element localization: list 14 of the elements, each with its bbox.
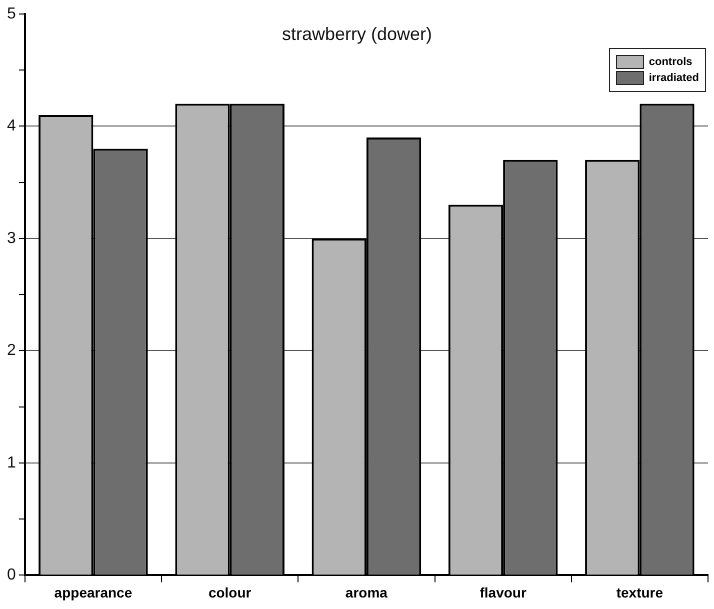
x-tick-label: aroma <box>345 584 388 600</box>
y-tick-label: 3 <box>6 230 16 247</box>
text: strawberry (dower) <box>280 24 434 45</box>
x-tick-label: appearance <box>54 584 132 600</box>
x-tick-label: colour <box>208 584 252 600</box>
y-tick-label: 5 <box>6 5 16 22</box>
x-tick-label: flavour <box>480 584 527 600</box>
y-tick-label: 1 <box>6 454 16 472</box>
legend-label: irradiated <box>648 72 699 84</box>
y-tick-label: 0 <box>6 566 16 584</box>
y-tick-label: 2 <box>6 342 16 360</box>
y-tick-label: 4 <box>6 118 16 135</box>
legend-label: controls <box>648 56 692 68</box>
x-tick-label: texture <box>616 584 664 600</box>
